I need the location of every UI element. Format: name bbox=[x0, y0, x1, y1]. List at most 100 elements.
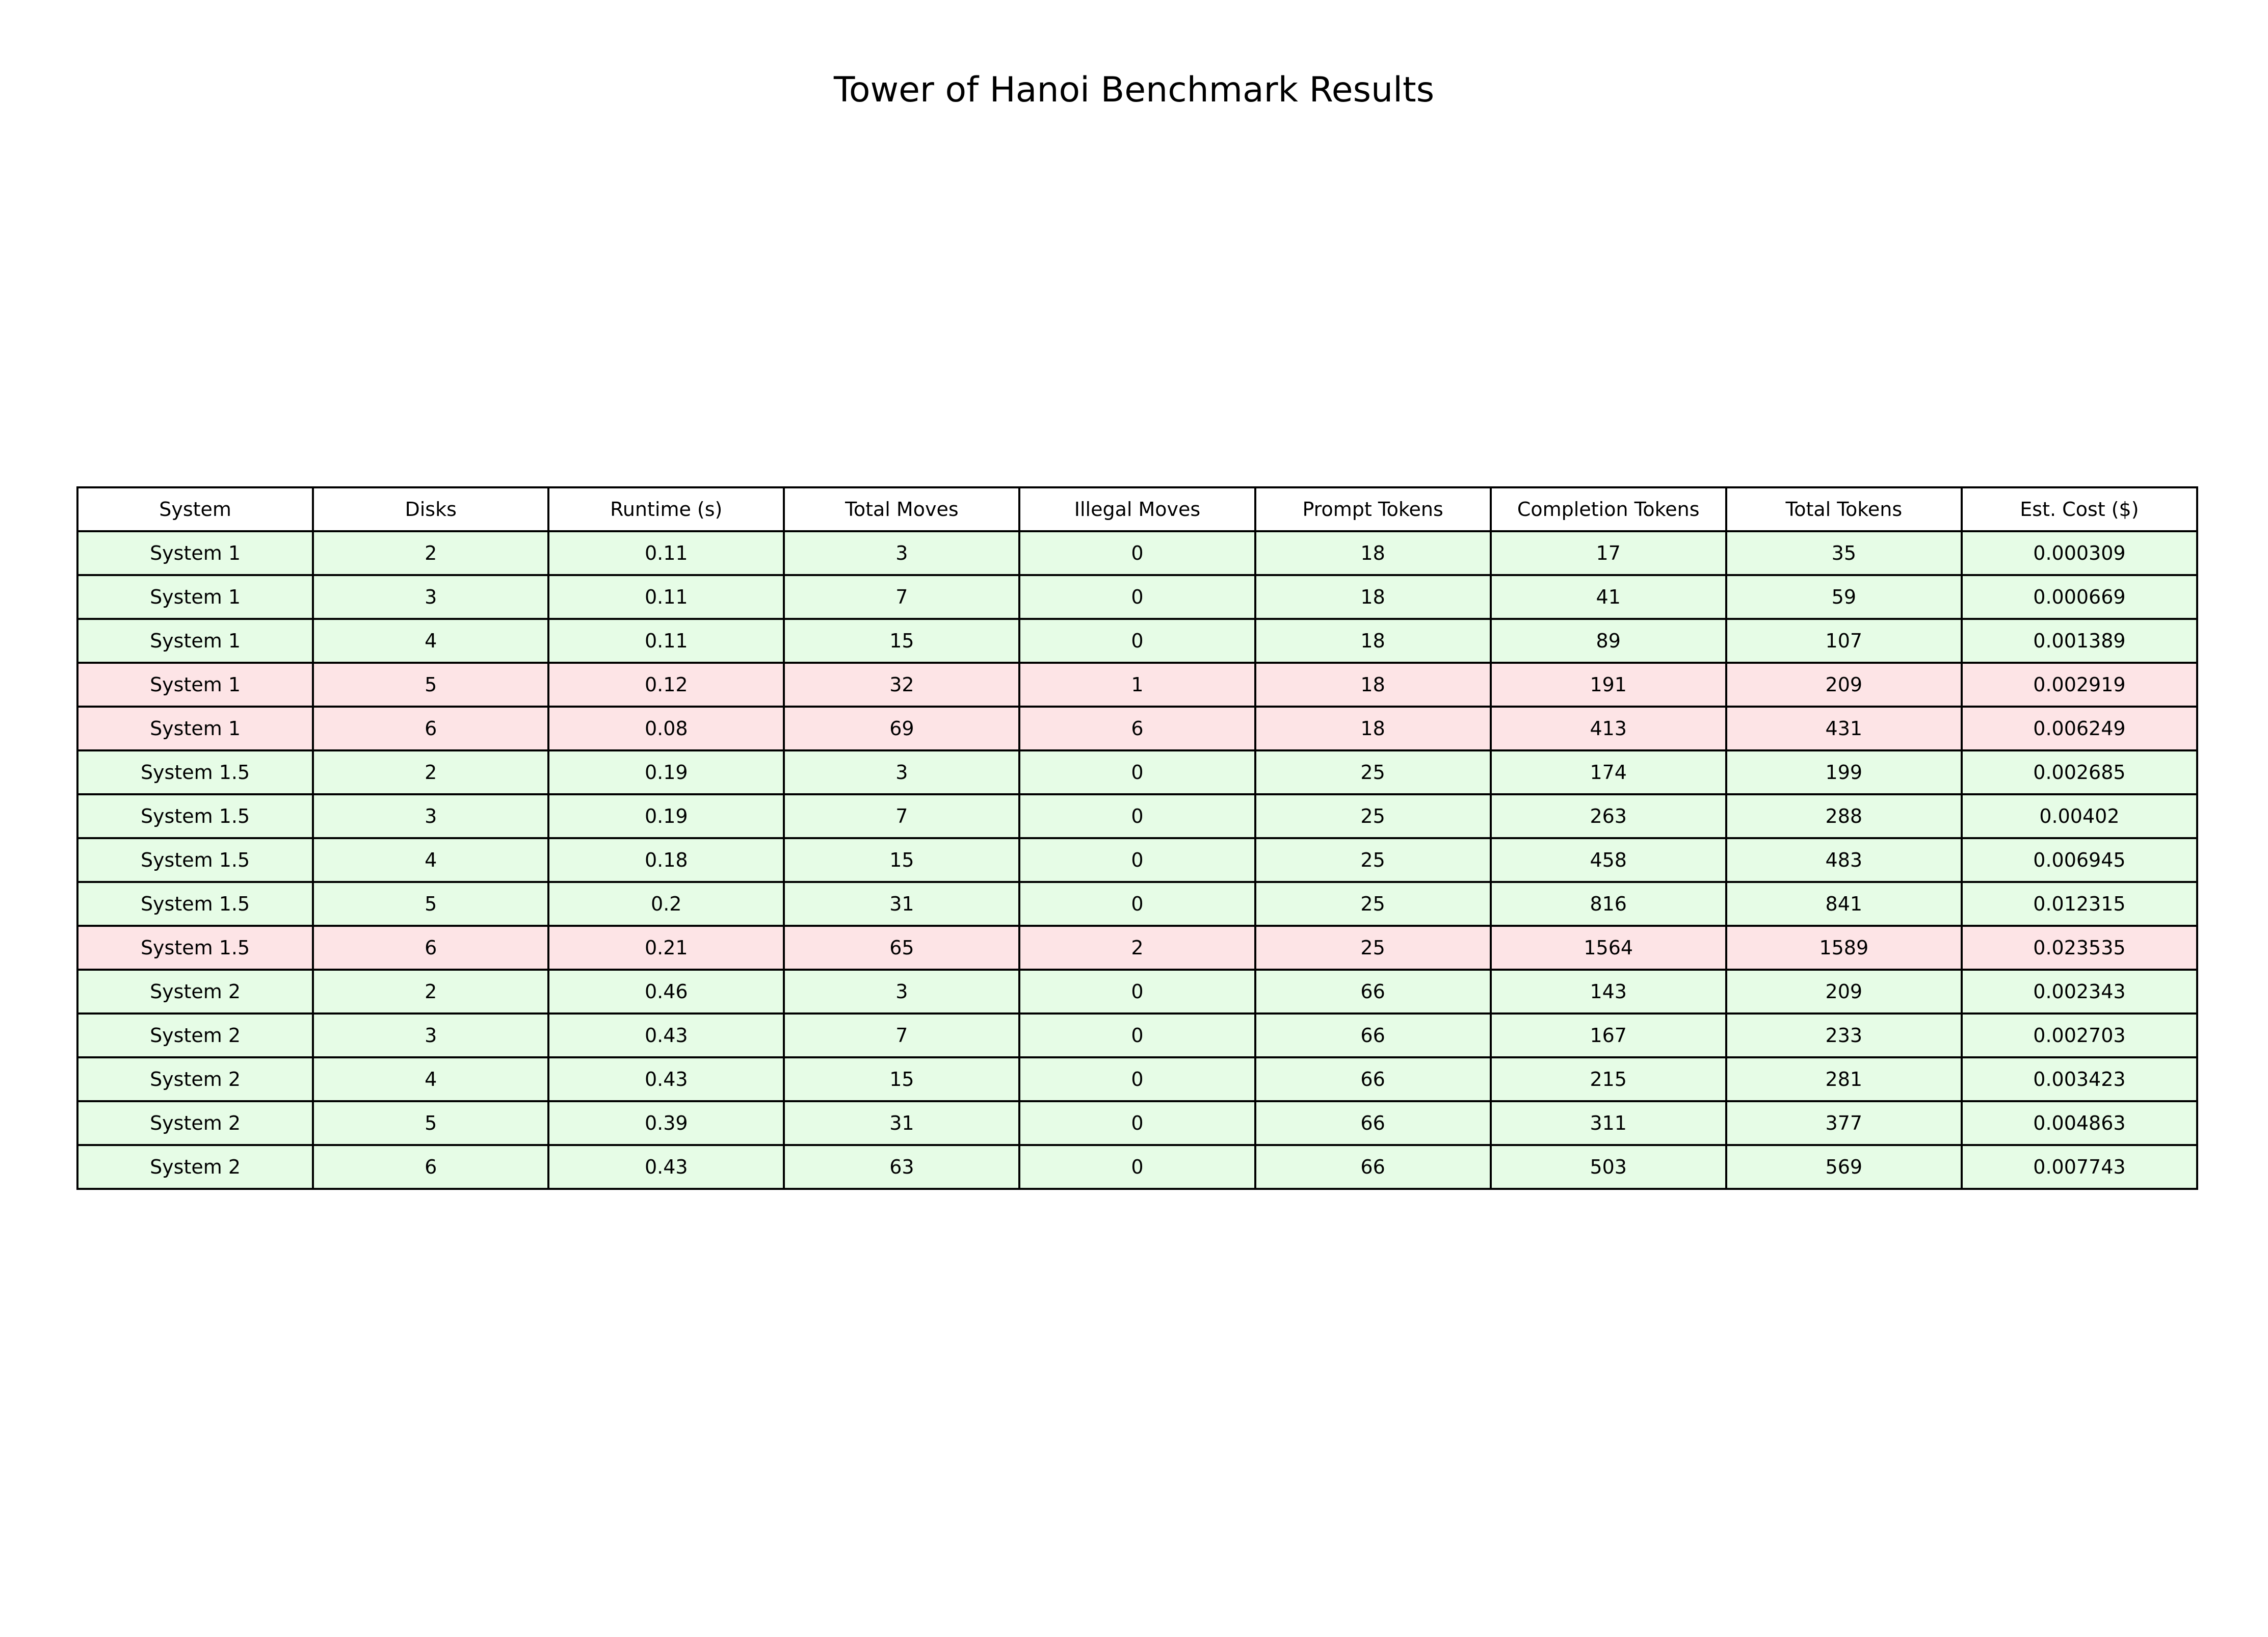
table-row: System 1.5 6 0.21 65 2 25 1564 1589 0.023535 bbox=[76, 925, 2199, 971]
table-cell-disks: 3 bbox=[312, 793, 550, 839]
table-row: System 1.5 2 0.19 3 0 25 174 199 0.002685 bbox=[76, 749, 2199, 795]
table-cell-disks: 3 bbox=[312, 574, 550, 620]
table-body: System 1 2 0.11 3 0 18 17 35 0.000309 System 1 3 0.… bbox=[76, 530, 2199, 1190]
table-row: System 2 2 0.46 3 0 66 143 209 0.002343 bbox=[76, 969, 2199, 1015]
table-cell-illegal-moves: 0 bbox=[1018, 969, 1256, 1015]
table-cell-prompt-tokens: 66 bbox=[1254, 1100, 1492, 1146]
table-cell-runtime: 0.43 bbox=[547, 1056, 785, 1102]
table-cell-illegal-moves: 0 bbox=[1018, 881, 1256, 927]
table-cell-system: System 1 bbox=[76, 530, 314, 576]
table-cell-disks: 2 bbox=[312, 969, 550, 1015]
table-cell-runtime: 0.11 bbox=[547, 530, 785, 576]
table-cell-est-cost: 0.012315 bbox=[1960, 881, 2199, 927]
table-cell-est-cost: 0.006249 bbox=[1960, 706, 2199, 751]
table-cell-prompt-tokens: 66 bbox=[1254, 1144, 1492, 1190]
table-cell-prompt-tokens: 25 bbox=[1254, 749, 1492, 795]
table-cell-runtime: 0.11 bbox=[547, 574, 785, 620]
header-cell-disks: Disks bbox=[312, 486, 550, 532]
table-cell-est-cost: 0.006945 bbox=[1960, 837, 2199, 883]
table-cell-completion-tokens: 174 bbox=[1489, 749, 1727, 795]
table-cell-est-cost: 0.004863 bbox=[1960, 1100, 2199, 1146]
table-cell-runtime: 0.43 bbox=[547, 1012, 785, 1058]
table-cell-prompt-tokens: 18 bbox=[1254, 530, 1492, 576]
table-cell-completion-tokens: 503 bbox=[1489, 1144, 1727, 1190]
table-cell-system: System 1.5 bbox=[76, 837, 314, 883]
table-cell-total-tokens: 209 bbox=[1725, 969, 1963, 1015]
table-cell-illegal-moves: 6 bbox=[1018, 706, 1256, 751]
header-cell-completion-tokens: Completion Tokens bbox=[1489, 486, 1727, 532]
table-cell-est-cost: 0.007743 bbox=[1960, 1144, 2199, 1190]
table-row: System 2 5 0.39 31 0 66 311 377 0.004863 bbox=[76, 1100, 2199, 1146]
table-cell-completion-tokens: 458 bbox=[1489, 837, 1727, 883]
table-cell-prompt-tokens: 18 bbox=[1254, 574, 1492, 620]
table-cell-completion-tokens: 215 bbox=[1489, 1056, 1727, 1102]
table-cell-disks: 2 bbox=[312, 749, 550, 795]
table-cell-total-tokens: 1589 bbox=[1725, 925, 1963, 971]
table-cell-total-moves: 63 bbox=[783, 1144, 1021, 1190]
table-cell-runtime: 0.19 bbox=[547, 749, 785, 795]
table-cell-runtime: 0.39 bbox=[547, 1100, 785, 1146]
table-cell-est-cost: 0.001389 bbox=[1960, 618, 2199, 664]
header-cell-system: System bbox=[76, 486, 314, 532]
table-cell-est-cost: 0.000669 bbox=[1960, 574, 2199, 620]
table-cell-disks: 6 bbox=[312, 1144, 550, 1190]
table-cell-runtime: 0.12 bbox=[547, 662, 785, 708]
table-cell-prompt-tokens: 18 bbox=[1254, 618, 1492, 664]
table-cell-runtime: 0.18 bbox=[547, 837, 785, 883]
table-cell-runtime: 0.08 bbox=[547, 706, 785, 751]
table-cell-total-tokens: 233 bbox=[1725, 1012, 1963, 1058]
table-cell-total-moves: 3 bbox=[783, 530, 1021, 576]
table-cell-system: System 1.5 bbox=[76, 881, 314, 927]
table-cell-illegal-moves: 0 bbox=[1018, 1056, 1256, 1102]
table-cell-system: System 1 bbox=[76, 618, 314, 664]
table-cell-total-moves: 15 bbox=[783, 837, 1021, 883]
table-row: System 1.5 3 0.19 7 0 25 263 288 0.00402 bbox=[76, 793, 2199, 839]
table-cell-system: System 2 bbox=[76, 1144, 314, 1190]
table-title: Tower of Hanoi Benchmark Results bbox=[833, 70, 1435, 110]
table-cell-completion-tokens: 1564 bbox=[1489, 925, 1727, 971]
table-cell-illegal-moves: 1 bbox=[1018, 662, 1256, 708]
header-cell-total-moves: Total Moves bbox=[783, 486, 1021, 532]
table-cell-prompt-tokens: 66 bbox=[1254, 969, 1492, 1015]
table-cell-total-tokens: 209 bbox=[1725, 662, 1963, 708]
table-cell-completion-tokens: 89 bbox=[1489, 618, 1727, 664]
table-cell-illegal-moves: 2 bbox=[1018, 925, 1256, 971]
table-cell-illegal-moves: 0 bbox=[1018, 574, 1256, 620]
header-cell-est-cost: Est. Cost ($) bbox=[1960, 486, 2199, 532]
table-cell-total-moves: 3 bbox=[783, 749, 1021, 795]
table-cell-illegal-moves: 0 bbox=[1018, 793, 1256, 839]
table-cell-runtime: 0.43 bbox=[547, 1144, 785, 1190]
table-cell-disks: 5 bbox=[312, 881, 550, 927]
table-cell-total-tokens: 569 bbox=[1725, 1144, 1963, 1190]
table-cell-est-cost: 0.000309 bbox=[1960, 530, 2199, 576]
table-cell-system: System 1.5 bbox=[76, 749, 314, 795]
table-cell-est-cost: 0.00402 bbox=[1960, 793, 2199, 839]
table-cell-total-tokens: 281 bbox=[1725, 1056, 1963, 1102]
table-cell-disks: 6 bbox=[312, 706, 550, 751]
table-cell-total-tokens: 431 bbox=[1725, 706, 1963, 751]
table-cell-runtime: 0.46 bbox=[547, 969, 785, 1015]
table-cell-total-moves: 3 bbox=[783, 969, 1021, 1015]
table-cell-total-tokens: 199 bbox=[1725, 749, 1963, 795]
table-cell-total-moves: 7 bbox=[783, 793, 1021, 839]
table-cell-est-cost: 0.003423 bbox=[1960, 1056, 2199, 1102]
table-cell-illegal-moves: 0 bbox=[1018, 749, 1256, 795]
table-cell-completion-tokens: 413 bbox=[1489, 706, 1727, 751]
table-cell-total-tokens: 377 bbox=[1725, 1100, 1963, 1146]
table-cell-completion-tokens: 311 bbox=[1489, 1100, 1727, 1146]
table-cell-total-moves: 65 bbox=[783, 925, 1021, 971]
table-cell-total-moves: 32 bbox=[783, 662, 1021, 708]
table-cell-est-cost: 0.002343 bbox=[1960, 969, 2199, 1015]
table-cell-est-cost: 0.002703 bbox=[1960, 1012, 2199, 1058]
table-cell-total-moves: 31 bbox=[783, 1100, 1021, 1146]
table-cell-total-moves: 15 bbox=[783, 618, 1021, 664]
table-cell-prompt-tokens: 18 bbox=[1254, 662, 1492, 708]
table-cell-est-cost: 0.002919 bbox=[1960, 662, 2199, 708]
table-cell-total-tokens: 59 bbox=[1725, 574, 1963, 620]
table-row: System 1.5 5 0.2 31 0 25 816 841 0.012315 bbox=[76, 881, 2199, 927]
table-cell-total-moves: 7 bbox=[783, 574, 1021, 620]
table-cell-prompt-tokens: 25 bbox=[1254, 837, 1492, 883]
table-cell-disks: 3 bbox=[312, 1012, 550, 1058]
table-cell-illegal-moves: 0 bbox=[1018, 530, 1256, 576]
table-cell-system: System 2 bbox=[76, 1100, 314, 1146]
